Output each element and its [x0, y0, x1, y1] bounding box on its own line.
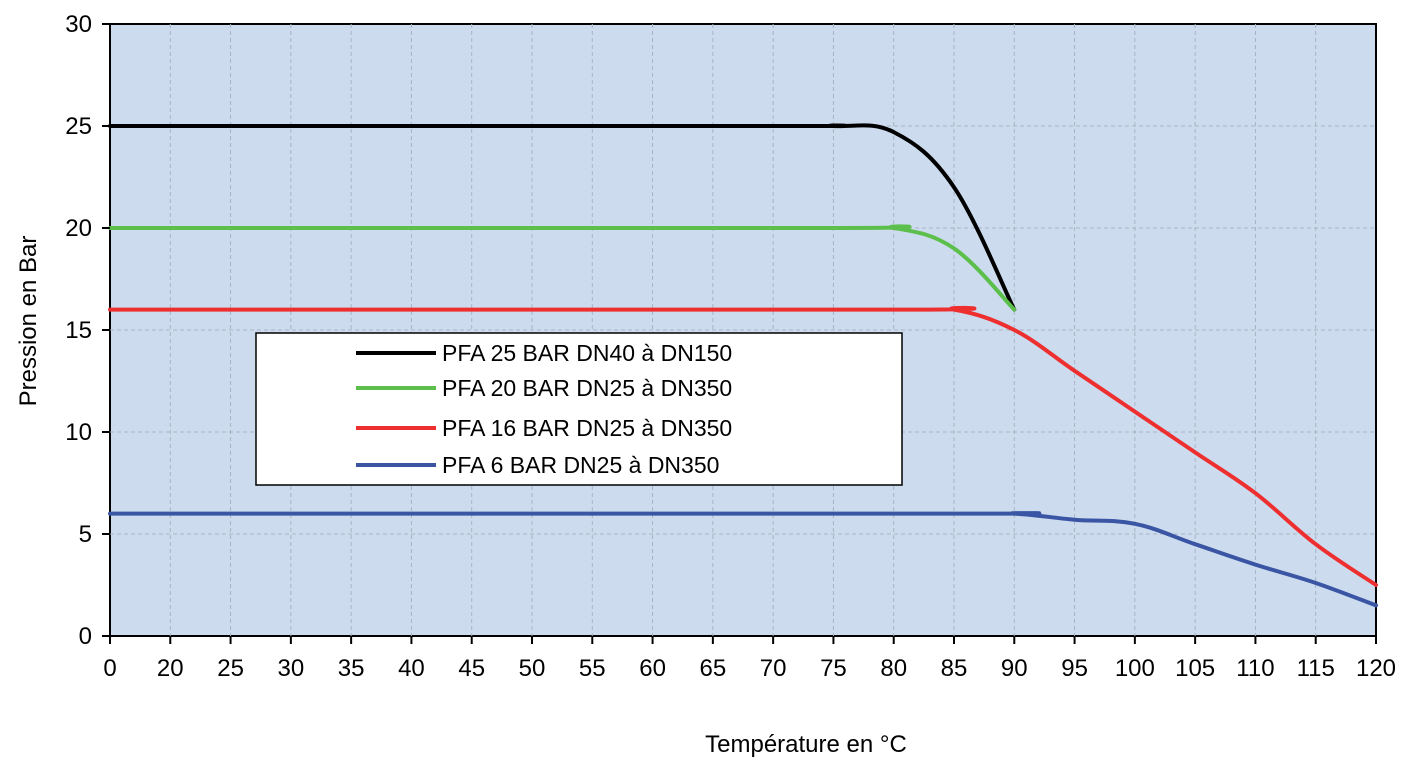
series-line: [108, 224, 1017, 312]
y-tick-label: 25: [65, 113, 92, 140]
x-tick-label: 30: [278, 655, 305, 682]
y-axis-title: Pression en Bar: [15, 236, 42, 407]
y-tick-label: 15: [65, 317, 92, 344]
x-tick-label: 105: [1175, 655, 1215, 682]
x-axis-title: Température en °C: [705, 731, 907, 757]
x-tick-label: 20: [157, 655, 184, 682]
legend-label: PFA 6 BAR DN25 à DN350: [442, 452, 719, 478]
x-tick-label: 60: [639, 655, 666, 682]
legend-label: PFA 20 BAR DN25 à DN350: [442, 375, 732, 401]
legend-box: [255, 332, 903, 486]
series-line: [108, 123, 1017, 312]
legend-label: PFA 25 BAR DN40 à DN150: [442, 340, 732, 366]
x-tick-label: 70: [760, 655, 787, 682]
x-axis-ticks: 0 20 25 30 35 40 45 50 55 60 65 70 75 80 85 90 95 100 105 1…: [103, 636, 1396, 682]
y-tick-label: 5: [79, 521, 92, 548]
x-tick-label: 120: [1356, 655, 1396, 682]
y-tick-label: 20: [65, 215, 92, 242]
x-tick-label: 95: [1061, 655, 1088, 682]
y-tick-label: 10: [65, 419, 92, 446]
x-tick-label: 90: [1001, 655, 1028, 682]
x-tick-label: 50: [519, 655, 546, 682]
y-tick-label: 0: [79, 623, 92, 650]
legend: PFA 25 BAR DN40 à DN150 PFA 20 BAR DN25 …: [255, 332, 903, 486]
series-line: [108, 305, 1378, 587]
x-tick-label: 35: [338, 655, 365, 682]
x-tick-label: 40: [398, 655, 425, 682]
x-tick-label: 55: [579, 655, 606, 682]
x-tick-label: 80: [880, 655, 907, 682]
series-line: [108, 511, 1378, 608]
x-tick-label: 0: [103, 655, 116, 682]
x-tick-label: 25: [217, 655, 244, 682]
x-tick-label: 115: [1297, 655, 1335, 682]
x-tick-label: 100: [1115, 655, 1155, 682]
x-tick-label: 110: [1236, 655, 1274, 682]
x-tick-label: 85: [941, 655, 968, 682]
y-tick-label: 30: [65, 11, 92, 38]
y-axis-ticks: 0 5 10 15 20 25 30: [65, 11, 110, 650]
series-lines: [108, 123, 1378, 608]
x-tick-label: 65: [700, 655, 727, 682]
x-tick-label: 45: [458, 655, 485, 682]
legend-label: PFA 16 BAR DN25 à DN350: [442, 415, 732, 441]
x-tick-label: 75: [820, 655, 847, 682]
